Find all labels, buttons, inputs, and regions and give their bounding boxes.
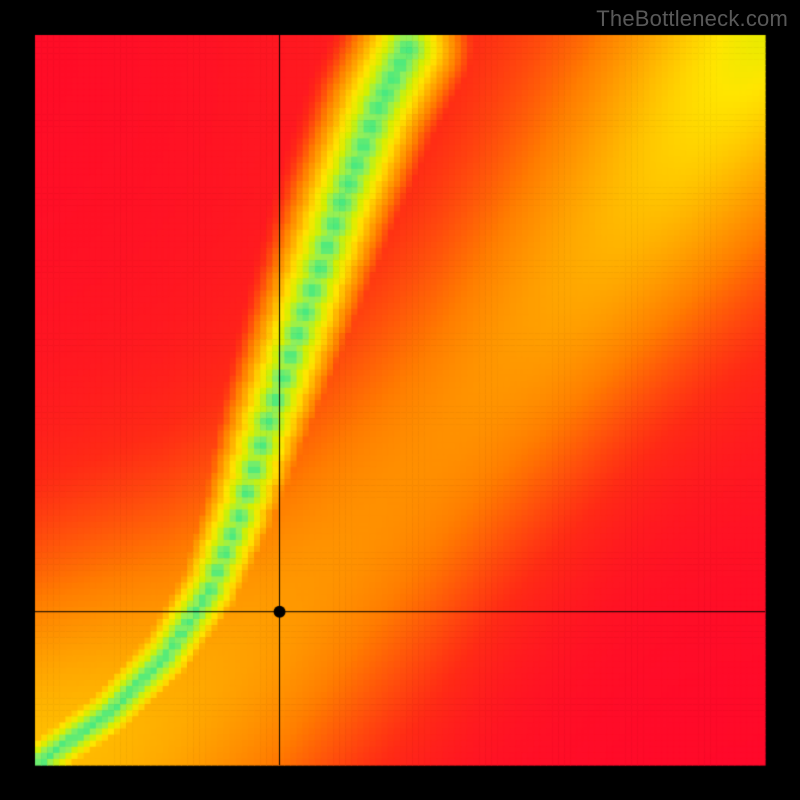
bottleneck-heatmap-canvas (0, 0, 800, 800)
chart-container: TheBottleneck.com (0, 0, 800, 800)
watermark-text: TheBottleneck.com (596, 6, 788, 32)
